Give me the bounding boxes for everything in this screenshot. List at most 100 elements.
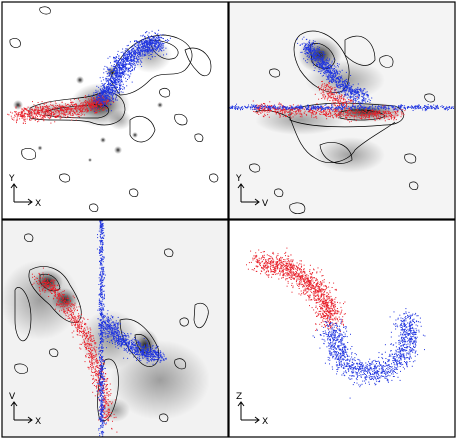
blue-particle (114, 92, 116, 94)
red-particle (297, 108, 299, 110)
red-particle (374, 114, 376, 116)
blue-particle (142, 47, 144, 49)
blue-particle (401, 109, 403, 111)
red-particle (268, 108, 270, 110)
blue-particle (95, 89, 97, 91)
red-particle (290, 106, 292, 108)
blue-particle (150, 43, 152, 45)
blue-particle (350, 88, 352, 90)
blue-particle (129, 50, 131, 52)
red-particle (71, 103, 73, 105)
red-particle (322, 96, 324, 98)
red-particle (46, 106, 48, 108)
blue-particle (158, 40, 159, 42)
blue-particle (156, 53, 158, 55)
red-particle (52, 105, 54, 107)
blue-particle (333, 80, 335, 82)
blue-particle (241, 106, 243, 108)
red-particle (390, 115, 392, 117)
blue-particle (315, 53, 317, 55)
red-particle (95, 100, 97, 102)
blue-particle (125, 80, 127, 82)
blue-particle (163, 43, 165, 44)
blue-particle (320, 59, 322, 61)
red-particle (105, 399, 107, 401)
red-particle (80, 106, 81, 107)
red-particle (259, 105, 261, 107)
blue-particle (447, 107, 449, 108)
red-particle (100, 104, 102, 106)
red-particle (341, 101, 343, 103)
red-particle (74, 109, 76, 110)
blue-particle (124, 68, 126, 70)
blue-particle (303, 49, 304, 50)
contours-bottom-left (14, 233, 209, 422)
blue-particle (113, 79, 115, 81)
blue-particle (132, 54, 134, 56)
blue-particle (350, 90, 352, 92)
red-particle (59, 111, 61, 113)
blue-particle (100, 94, 102, 96)
blue-particle (135, 46, 137, 47)
red-particle (260, 103, 262, 105)
red-particle (92, 356, 94, 358)
red-particle (38, 279, 40, 281)
blue-particle (241, 106, 243, 108)
blue-particle (107, 89, 109, 91)
red-particle (91, 359, 93, 361)
red-particle (259, 108, 261, 110)
blue-particle (99, 95, 101, 96)
blue-particle (119, 74, 121, 76)
blue-particle (362, 101, 364, 103)
blue-particle (140, 61, 142, 63)
blue-particle (315, 109, 317, 111)
blue-particle (301, 107, 303, 109)
blue-particle (377, 106, 378, 108)
red-particle (80, 102, 82, 104)
blue-particle (387, 106, 389, 108)
blue-particle (138, 56, 140, 58)
blue-particle (338, 78, 340, 79)
blue-particle (142, 54, 144, 56)
blue-particle (367, 96, 369, 98)
red-particle (361, 114, 363, 115)
red-particle (39, 110, 41, 112)
blue-particle (319, 106, 321, 108)
blue-particle (330, 67, 332, 69)
red-particle (54, 116, 56, 118)
red-particle (31, 118, 33, 120)
blue-particle (353, 92, 355, 93)
red-particle (95, 112, 97, 114)
panel-top-right: Y V (229, 2, 455, 219)
blue-particle (95, 100, 97, 102)
red-particle (290, 114, 292, 116)
blue-particle (114, 70, 116, 72)
blue-particle (350, 92, 351, 94)
blue-particle (312, 52, 314, 54)
blue-particle (311, 59, 312, 61)
blue-particle (136, 57, 137, 59)
blue-particle (339, 87, 341, 89)
blue-particle (401, 105, 403, 107)
blue-particle (122, 66, 124, 68)
blue-particle (321, 63, 323, 65)
blue-particle (360, 90, 362, 92)
blue-particle (155, 52, 157, 54)
blue-particle (97, 101, 99, 103)
blue-particle (231, 105, 233, 107)
red-particle (89, 106, 91, 108)
red-particle (28, 114, 29, 116)
blue-particle (157, 47, 159, 49)
blue-particle (159, 43, 161, 45)
blue-particle (377, 107, 379, 109)
red-particle (75, 103, 77, 105)
red-particle (61, 112, 63, 114)
blue-particle (407, 107, 408, 109)
vertical-axis-label: Y (8, 174, 15, 184)
blue-particle (325, 60, 327, 62)
red-particle (336, 99, 338, 101)
red-particle (256, 104, 258, 106)
blue-particle (351, 91, 353, 93)
red-particle (393, 108, 395, 110)
blue-particle (363, 93, 365, 95)
